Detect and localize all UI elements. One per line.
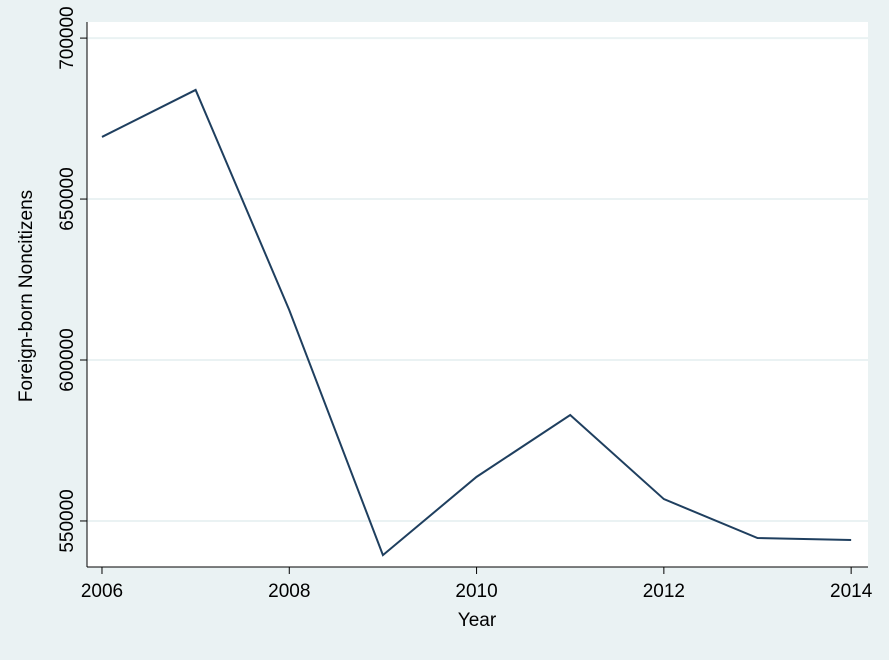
x-axis-label: Year	[458, 610, 497, 631]
y-tick-label: 550000	[57, 489, 78, 552]
x-tick-label: 2012	[643, 581, 685, 602]
x-tick-label: 2008	[268, 581, 310, 602]
data-line	[101, 88, 852, 557]
y-tick-label: 700000	[57, 6, 78, 69]
x-tick-label: 2006	[81, 581, 123, 602]
plot-area	[87, 22, 868, 567]
x-tick-label: 2014	[830, 581, 873, 602]
x-tick-label: 2010	[455, 581, 497, 602]
y-tick-label: 650000	[57, 167, 78, 230]
y-tick-label: 600000	[57, 328, 78, 391]
y-axis-label: Foreign-born Noncitizens	[16, 190, 37, 402]
